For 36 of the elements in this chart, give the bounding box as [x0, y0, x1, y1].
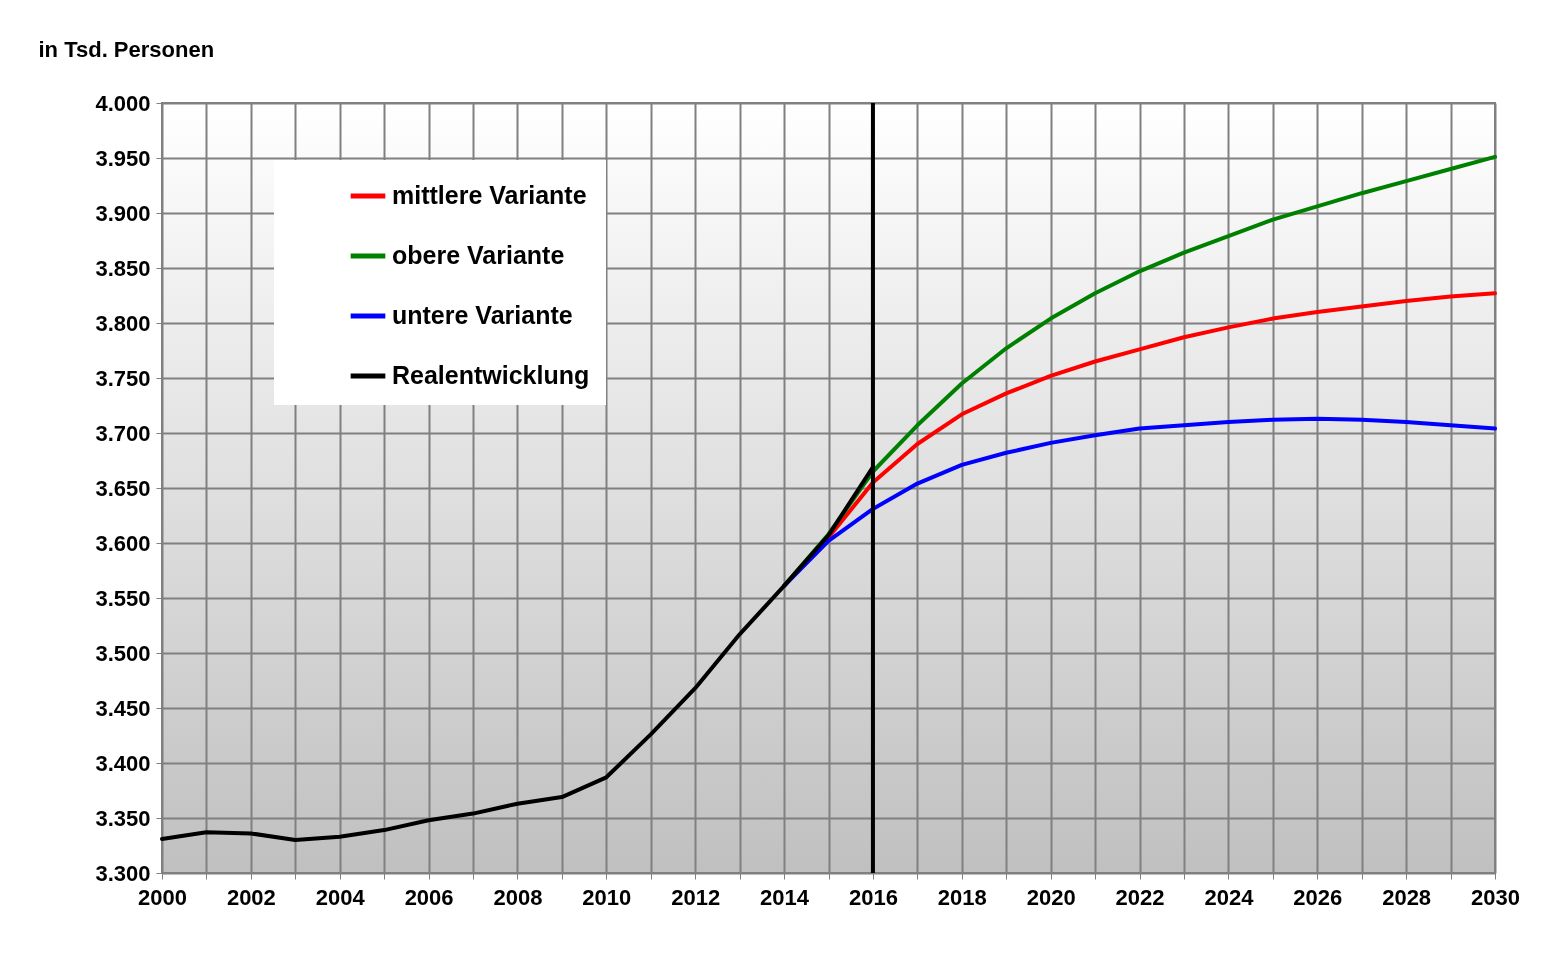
- y-tick-label: 3.800: [95, 310, 151, 336]
- x-tick-label: 2010: [582, 884, 632, 910]
- y-tick-label: 3.650: [95, 475, 151, 501]
- y-tick-label: 3.850: [95, 255, 151, 281]
- y-tick-label: 3.400: [95, 750, 151, 776]
- x-tick-label: 2000: [138, 884, 187, 910]
- x-tick-label: 2002: [226, 884, 276, 910]
- x-tick-label: 2014: [760, 884, 810, 910]
- x-tick-label: 2028: [1382, 884, 1432, 910]
- legend-label: mittlere Variante: [392, 181, 587, 209]
- x-tick-label: 2016: [848, 884, 898, 910]
- y-tick-label: 3.900: [95, 200, 151, 226]
- y-axis-title: in Tsd. Personen: [38, 36, 215, 62]
- y-tick-label: 3.700: [95, 420, 151, 446]
- legend-label: obere Variante: [392, 241, 565, 269]
- y-tick-label: 3.350: [95, 805, 151, 831]
- y-tick-label: 4.000: [95, 90, 151, 116]
- y-tick-label: 3.950: [95, 145, 151, 171]
- x-tick-label: 2020: [1026, 884, 1076, 910]
- y-tick-label: 3.750: [95, 365, 151, 391]
- x-tick-label: 2004: [315, 884, 366, 910]
- x-tick-label: 2006: [404, 884, 454, 910]
- legend-label: Realentwicklung: [392, 361, 590, 389]
- y-tick-label: 3.600: [95, 530, 151, 556]
- y-tick-label: 3.550: [95, 585, 151, 611]
- x-tick-label: 2018: [937, 884, 987, 910]
- x-tick-label: 2026: [1293, 884, 1343, 910]
- x-tick-label: 2012: [671, 884, 721, 910]
- x-tick-label: 2008: [493, 884, 543, 910]
- x-tick-label: 2024: [1204, 884, 1255, 910]
- legend-label: untere Variante: [392, 301, 573, 329]
- x-tick-label: 2022: [1115, 884, 1165, 910]
- y-tick-label: 3.300: [95, 860, 151, 886]
- y-tick-label: 3.450: [95, 695, 151, 721]
- y-tick-label: 3.500: [95, 640, 151, 666]
- x-tick-label: 2030: [1471, 884, 1520, 910]
